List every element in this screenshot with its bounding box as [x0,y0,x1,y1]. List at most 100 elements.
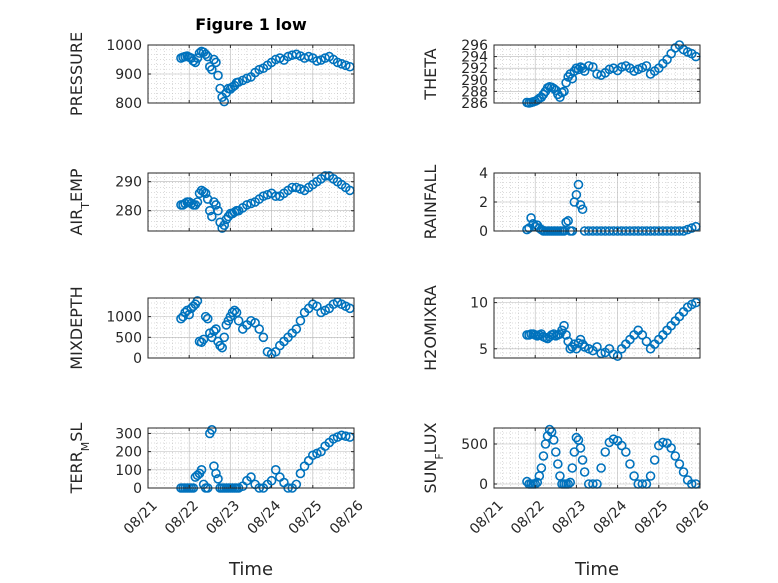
data-point [573,64,584,75]
data-point [641,61,652,71]
data-point [213,70,223,81]
data-point [612,351,623,361]
y-axis-label: H2OMIXRA [421,285,440,371]
y-tick-label: 280 [115,204,142,220]
x-tick-label: 08/22 [162,498,202,538]
data-point [209,326,219,336]
axes-box [147,297,355,359]
y-tick-label: 200 [115,445,142,461]
data-point [246,472,256,482]
y-tick-label: 292 [461,61,488,77]
y-axis-label: THETA [421,48,440,100]
data-point [242,200,252,210]
data-point [246,198,256,209]
data-point [303,51,314,62]
data-point [649,455,660,465]
x-tick-label: 08/25 [286,498,326,538]
data-point [666,443,676,453]
data-point [192,197,203,207]
data-point [674,459,685,469]
data-point [336,59,347,69]
axes-box [493,44,701,104]
y-axis-label-main: SUN [421,460,440,494]
data-point [211,57,221,68]
x-tick-label: 08/21 [121,498,161,538]
y-axis-label: AIRTEMP [67,168,92,235]
data-point [227,307,238,318]
data-point [561,217,571,228]
data-point [596,348,606,359]
y-axis-label: MIXDEPTH [67,286,86,369]
x-tick-label: 08/23 [203,498,243,538]
data-point [559,320,569,331]
data-point [266,475,277,486]
data-point [571,432,582,443]
subplot-terrmsl: 0 100 200 300 08/21 08/22 08/23 08/24 08/25 08/26… [67,423,367,580]
y-tick-label: 0 [133,351,142,367]
y-tick-label: 290 [461,73,488,89]
data-point [548,329,559,339]
data-point [270,191,281,201]
data-point [544,424,555,435]
y-tick-label: 286 [461,96,488,112]
data-point [670,451,681,461]
data-point [194,48,205,58]
y-tick-label: 0 [133,481,142,497]
data-point [682,224,693,235]
data-point [561,330,571,340]
x-tick-label: 08/25 [632,498,672,538]
x-axis-label: Time [574,559,619,580]
y-tick-label: 4 [479,166,488,182]
data-point [645,471,656,481]
data-point [295,315,306,326]
data-point [229,207,240,217]
data-point [202,313,213,324]
y-axis-label-main: RAINFALL [421,165,440,240]
data-point [332,57,343,68]
data-point [213,474,223,484]
data-point [258,332,269,343]
subplot-h2omixra: 5 10 H2OMIXRA [421,285,701,371]
y-axis-label: RAINFALL [421,165,440,240]
x-axis-label: Time [228,559,273,580]
data-point [215,340,225,351]
data-point [312,56,322,66]
data-point [563,216,573,226]
data-point [283,51,293,62]
axes-box [493,427,701,489]
y-tick-label: 0 [479,477,488,493]
data-point [198,187,209,197]
y-tick-label: 1000 [106,310,142,326]
y-tick-label: 2 [479,195,488,211]
series-markers [176,171,355,233]
data-point [567,463,578,473]
data-point [295,468,306,479]
data-point [196,465,207,475]
y-tick-label: 900 [115,67,142,83]
subplot-sunflux: 0 500 08/21 08/22 08/23 08/24 08/25 08/26 SUNFLU… [421,422,713,580]
data-point [258,191,269,201]
data-point [579,467,590,477]
y-tick-label: 500 [115,330,142,346]
data-point [184,309,194,320]
axes-box [147,172,355,232]
data-point [200,311,211,322]
y-axis-label-main: MIXDEPTH [67,286,86,369]
data-point [573,179,584,190]
y-tick-label: 294 [461,50,488,66]
data-point [596,463,606,473]
data-point [291,182,302,193]
y-axis-label-main: AIR [67,209,86,236]
x-tick-label: 08/22 [508,498,548,538]
data-point [658,437,668,448]
data-point [186,198,197,209]
data-point [550,447,561,457]
y-axis-label-tail: SL [67,423,86,442]
data-point [583,61,594,71]
data-point [641,336,652,347]
data-point [577,204,588,215]
data-point [577,455,588,465]
data-point [526,213,536,223]
